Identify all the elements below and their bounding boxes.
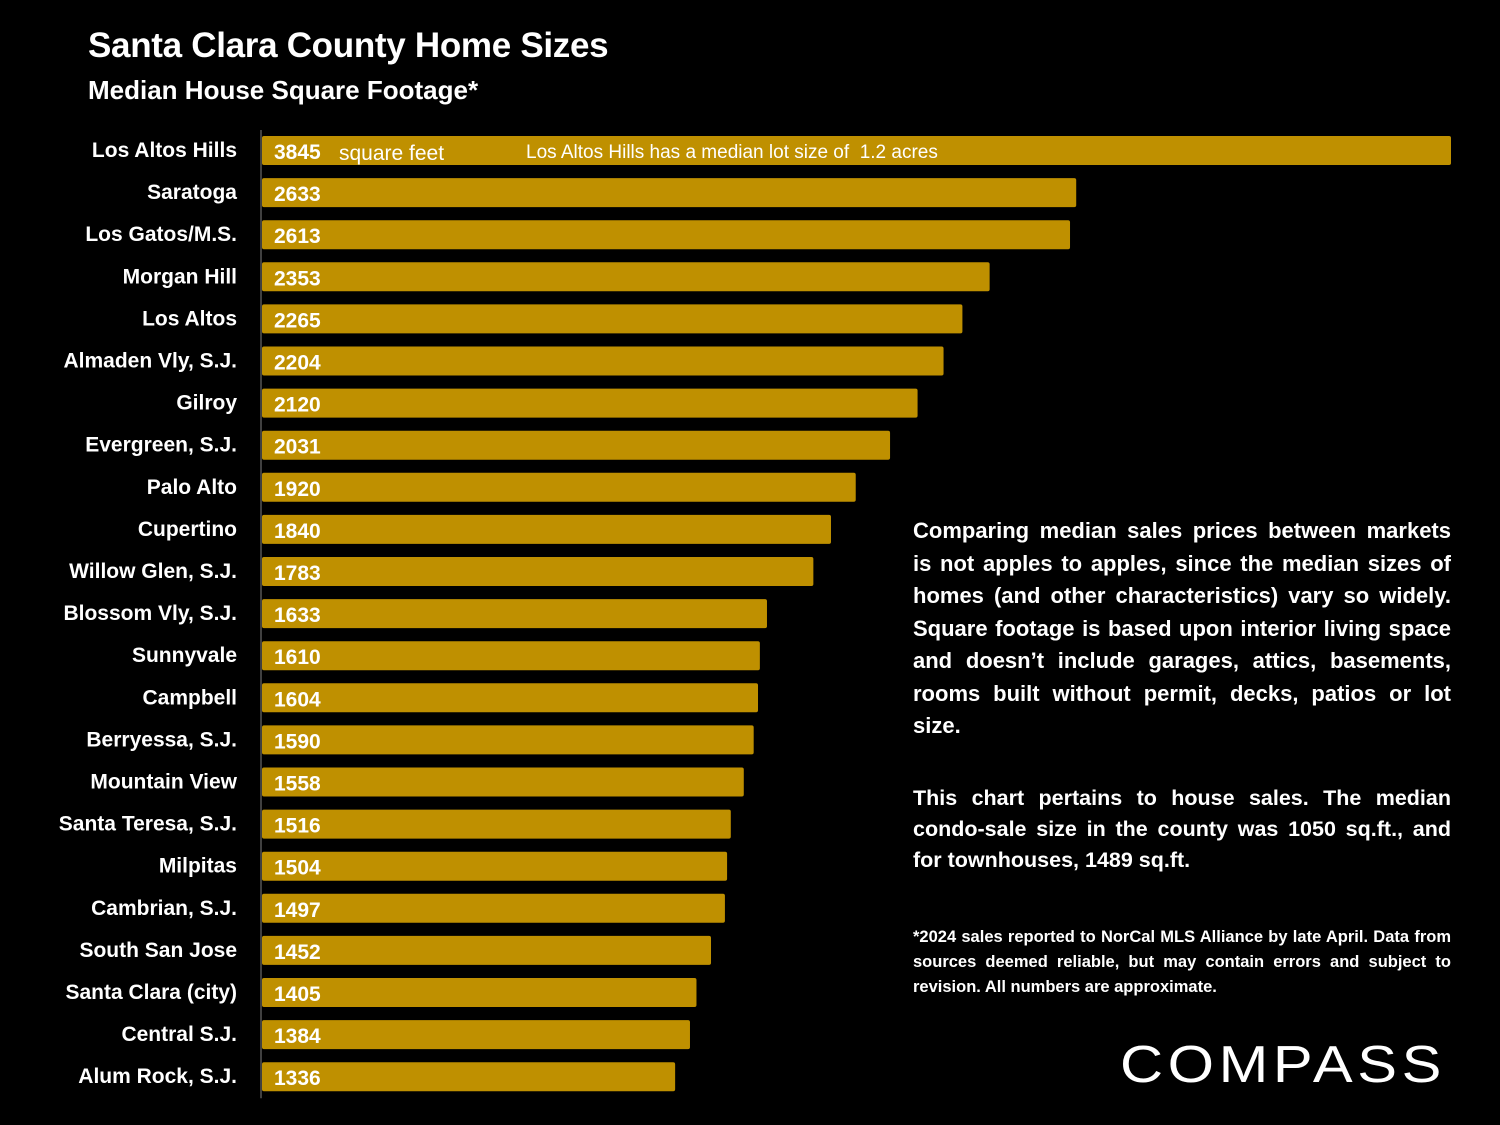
category-label: Morgan Hill [123,265,237,288]
chart-title: Santa Clara County Home Sizes [88,26,609,65]
bar [262,893,725,923]
bar [262,514,831,544]
compass-logo: COMPASS [1120,1036,1446,1094]
bar [262,599,767,629]
value-label: 1920 [274,478,321,501]
value-label: 3845 [274,141,321,164]
value-label: 1610 [274,646,321,669]
value-label: 1783 [274,562,321,585]
bar [262,1062,676,1092]
bar [262,978,697,1007]
unit-label: square feet [339,142,444,165]
value-label: 1840 [274,520,321,543]
value-label: 2633 [274,183,321,206]
category-label: Milpitas [159,855,237,878]
category-label: Blossom Vly, S.J. [63,602,237,625]
category-label: Berryessa, S.J. [86,728,237,751]
value-label: 1384 [274,1025,321,1048]
category-label: Evergreen, S.J. [85,434,237,457]
category-label: Central S.J. [121,1023,237,1046]
value-label: 1405 [274,983,321,1006]
bar [262,220,1071,250]
value-label: 1633 [274,604,321,627]
category-label: Santa Clara (city) [65,981,237,1004]
bar [262,472,856,502]
value-label: 1604 [274,688,321,711]
bar [262,262,990,292]
value-label: 1497 [274,899,321,922]
bar [262,557,814,586]
category-label: Santa Teresa, S.J. [59,813,237,836]
bar [262,767,744,797]
category-label: Los Altos Hills [92,139,237,162]
bar [262,851,728,881]
value-label: 1504 [274,857,321,880]
explanation-note: Comparing median sales prices between ma… [913,518,1451,738]
value-label: 1590 [274,730,321,753]
bar [262,304,963,334]
value-label: 1336 [274,1067,321,1090]
category-label: Mountain View [90,771,237,794]
source-footnote: *2024 sales reported to NorCal MLS Allia… [913,928,1451,996]
value-label: 2031 [274,436,321,459]
category-label: Cambrian, S.J. [91,897,237,920]
bar [262,136,1451,165]
value-label: 2613 [274,225,321,248]
value-label: 2265 [274,309,321,332]
category-label: Saratoga [147,181,237,204]
category-label: Los Altos [142,307,237,330]
value-label: 1558 [274,773,321,796]
category-label: Cupertino [138,518,237,541]
category-label: Palo Alto [147,476,237,499]
bar [262,178,1077,208]
bar [262,641,760,671]
value-label: 2120 [274,394,321,417]
bar [262,346,944,376]
bar [262,809,731,839]
category-label: Campbell [142,686,237,709]
category-label: Almaden Vly, S.J. [63,350,237,373]
chart-subtitle: Median House Square Footage* [88,75,479,105]
value-label: 1516 [274,815,321,838]
category-label: Gilroy [176,392,237,415]
value-label: 1452 [274,941,321,964]
bar [262,430,891,460]
category-label: Alum Rock, S.J. [78,1065,237,1088]
bar [262,683,759,713]
category-label: South San Jose [79,939,237,962]
bar [262,725,754,755]
bar [262,388,918,418]
lot-size-annotation: Los Altos Hills has a median lot size of… [526,142,938,163]
category-label: Los Gatos/M.S. [85,223,237,246]
bar [262,1020,690,1050]
value-label: 2353 [274,267,321,290]
compass-logo-text: COMPASS [1120,1036,1446,1094]
condo-townhouse-note: This chart pertains to house sales. The … [913,786,1451,872]
value-label: 2204 [274,352,321,375]
bar [262,935,712,965]
category-label: Sunnyvale [132,644,237,667]
category-label: Willow Glen, S.J. [69,560,237,583]
